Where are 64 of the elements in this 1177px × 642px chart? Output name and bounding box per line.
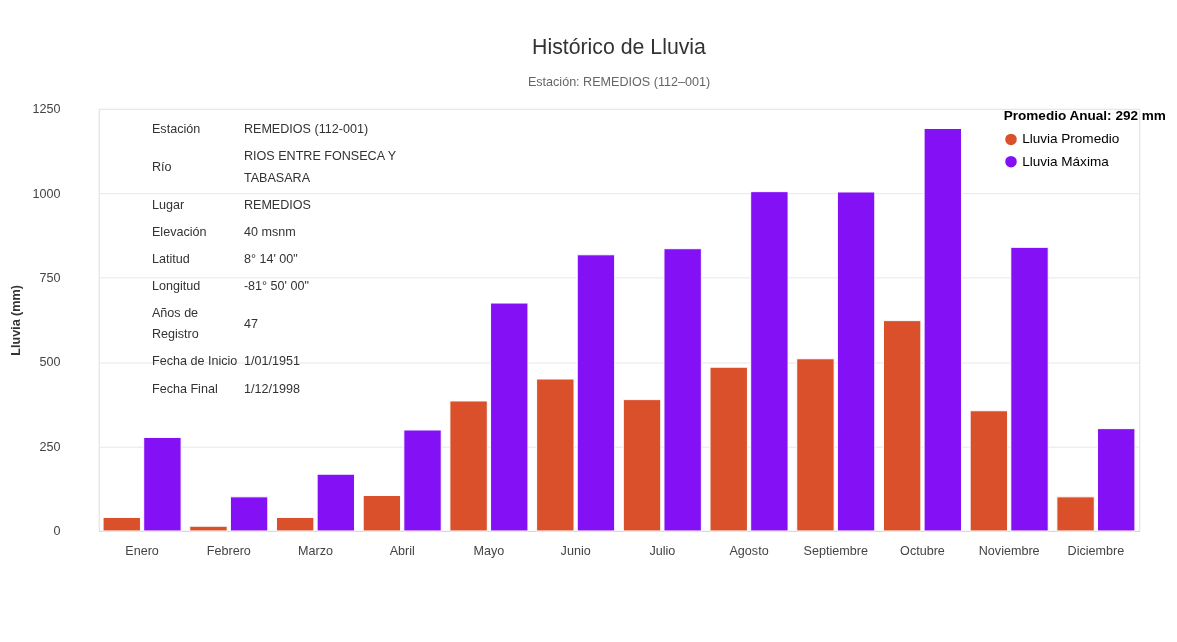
chart-title: Histórico de Lluvia — [532, 34, 707, 59]
x-tick-label: Julio — [649, 543, 676, 558]
annotation: REMEDIOS (112-001) — [243, 122, 369, 137]
bar — [1010, 246, 1049, 532]
bar — [1097, 428, 1136, 532]
annotation: 1/01/1951 — [243, 354, 300, 369]
y-tick-label: 0 — [53, 524, 61, 539]
x-tick-label: Agosto — [729, 543, 769, 558]
annotation: Fecha Final — [151, 381, 218, 396]
annotation: Río — [151, 159, 172, 174]
x-tick-label: Febrero — [206, 543, 251, 558]
bar — [750, 191, 789, 532]
legend-label: Lluvia Máxima — [1022, 153, 1110, 169]
bar — [1056, 496, 1095, 532]
bar — [403, 429, 442, 532]
bar — [836, 191, 876, 532]
y-tick-label: 750 — [39, 271, 61, 286]
bar — [536, 378, 575, 532]
annotation: REMEDIOS — [243, 197, 312, 212]
x-tick-label: Abril — [389, 543, 415, 558]
bar — [969, 410, 1009, 532]
annotation: Años de Registro — [151, 306, 199, 342]
x-tick-label: Enero — [125, 543, 159, 558]
annotation: 47 — [243, 316, 258, 331]
bar — [882, 320, 922, 532]
y-tick-label: 250 — [39, 439, 61, 454]
x-tick-label: Mayo — [473, 543, 505, 558]
legend-label: Lluvia Promedio — [1022, 131, 1120, 147]
annotation: 40 msnm — [243, 224, 296, 239]
chart-subtitle: Estación: REMEDIOS (112–001) — [527, 74, 711, 89]
x-tick-label: Marzo — [298, 543, 333, 558]
annotation: 1/12/1998 — [243, 381, 300, 396]
legend-title: Promedio Anual: 292 mm — [1003, 107, 1166, 123]
bar — [229, 496, 269, 532]
annotation: RIOS ENTRE FONSECA Y TABASARA — [243, 149, 397, 185]
bar — [923, 128, 962, 532]
annotation: Latitud — [151, 251, 190, 266]
x-tick-label: Septiembre — [803, 543, 868, 558]
y-tick-label: 1000 — [32, 186, 61, 201]
y-axis-title: Lluvia (mm) — [8, 285, 23, 356]
bar — [576, 254, 616, 532]
bar — [622, 399, 662, 532]
bar — [796, 358, 835, 532]
bar — [189, 525, 228, 532]
bar — [709, 366, 748, 532]
bar — [449, 400, 488, 532]
annotation: 8° 14' 00" — [243, 251, 298, 266]
bar — [663, 248, 702, 532]
x-tick-label: Diciembre — [1067, 543, 1125, 558]
annotation: -81° 50' 00" — [243, 278, 309, 293]
bar — [362, 495, 402, 532]
annotation: Fecha de Inicio — [151, 354, 238, 369]
x-tick-label: Octubre — [900, 543, 945, 558]
bar — [490, 302, 529, 532]
annotation: Estación — [151, 122, 201, 137]
annotation: Lugar — [151, 197, 185, 212]
bar — [143, 436, 182, 532]
bar — [102, 516, 141, 532]
x-tick-label: Noviembre — [978, 543, 1040, 558]
y-tick-label: 500 — [39, 355, 61, 370]
y-tick-label: 1250 — [32, 102, 61, 117]
annotation: Longitud — [151, 278, 201, 293]
annotation: Elevación — [151, 224, 207, 239]
x-tick-label: Junio — [560, 543, 591, 558]
